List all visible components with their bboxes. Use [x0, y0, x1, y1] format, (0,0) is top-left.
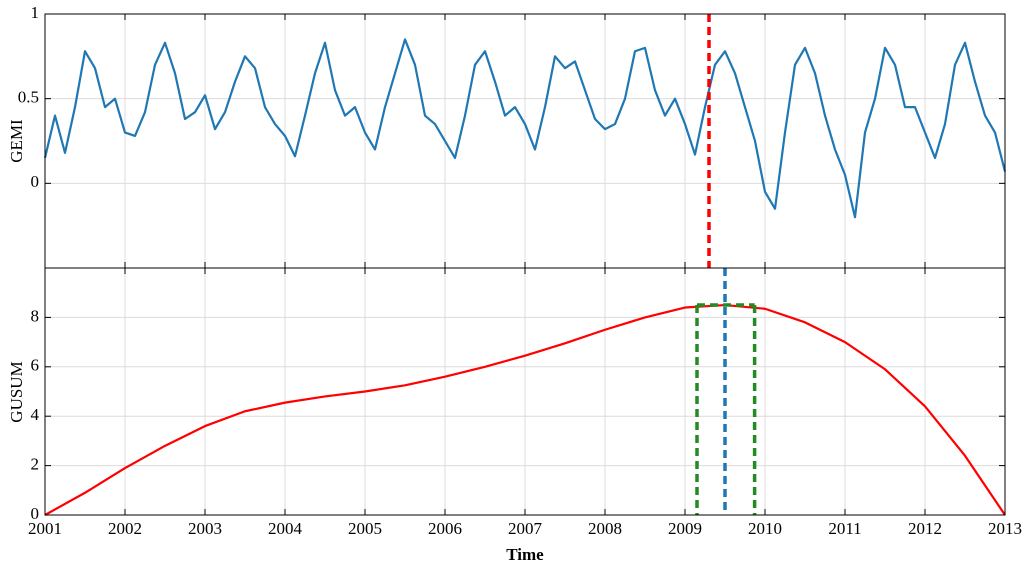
y-axis-label: GUSUM	[7, 361, 26, 422]
y-tick-label: 2	[31, 455, 40, 474]
x-tick-label: 2009	[668, 519, 702, 538]
x-tick-label: 2010	[748, 519, 782, 538]
x-tick-label: 2003	[188, 519, 222, 538]
x-tick-label: 2002	[108, 519, 142, 538]
y-axis-label: GEMI	[7, 119, 26, 163]
y-tick-label: 1	[31, 3, 40, 22]
y-tick-label: 6	[31, 356, 40, 375]
x-tick-label: 2008	[588, 519, 622, 538]
x-tick-label: 2001	[28, 519, 62, 538]
x-tick-label: 2011	[828, 519, 861, 538]
x-tick-label: 2013	[988, 519, 1022, 538]
data-line	[43, 38, 1007, 219]
y-tick-label: 8	[31, 306, 40, 325]
x-tick-label: 2006	[428, 519, 462, 538]
plot-frame	[44, 267, 1006, 516]
data-line	[44, 303, 1006, 516]
x-tick-label: 2007	[508, 519, 543, 538]
x-tick-label: 2005	[348, 519, 382, 538]
y-tick-label: 4	[31, 405, 40, 424]
x-tick-label: 2012	[908, 519, 942, 538]
x-axis-label: Time	[506, 545, 544, 564]
x-tick-label: 2004	[268, 519, 303, 538]
y-tick-label: 0.5	[18, 88, 39, 107]
y-tick-label: 0	[31, 504, 40, 523]
y-tick-label: 0	[31, 172, 40, 191]
